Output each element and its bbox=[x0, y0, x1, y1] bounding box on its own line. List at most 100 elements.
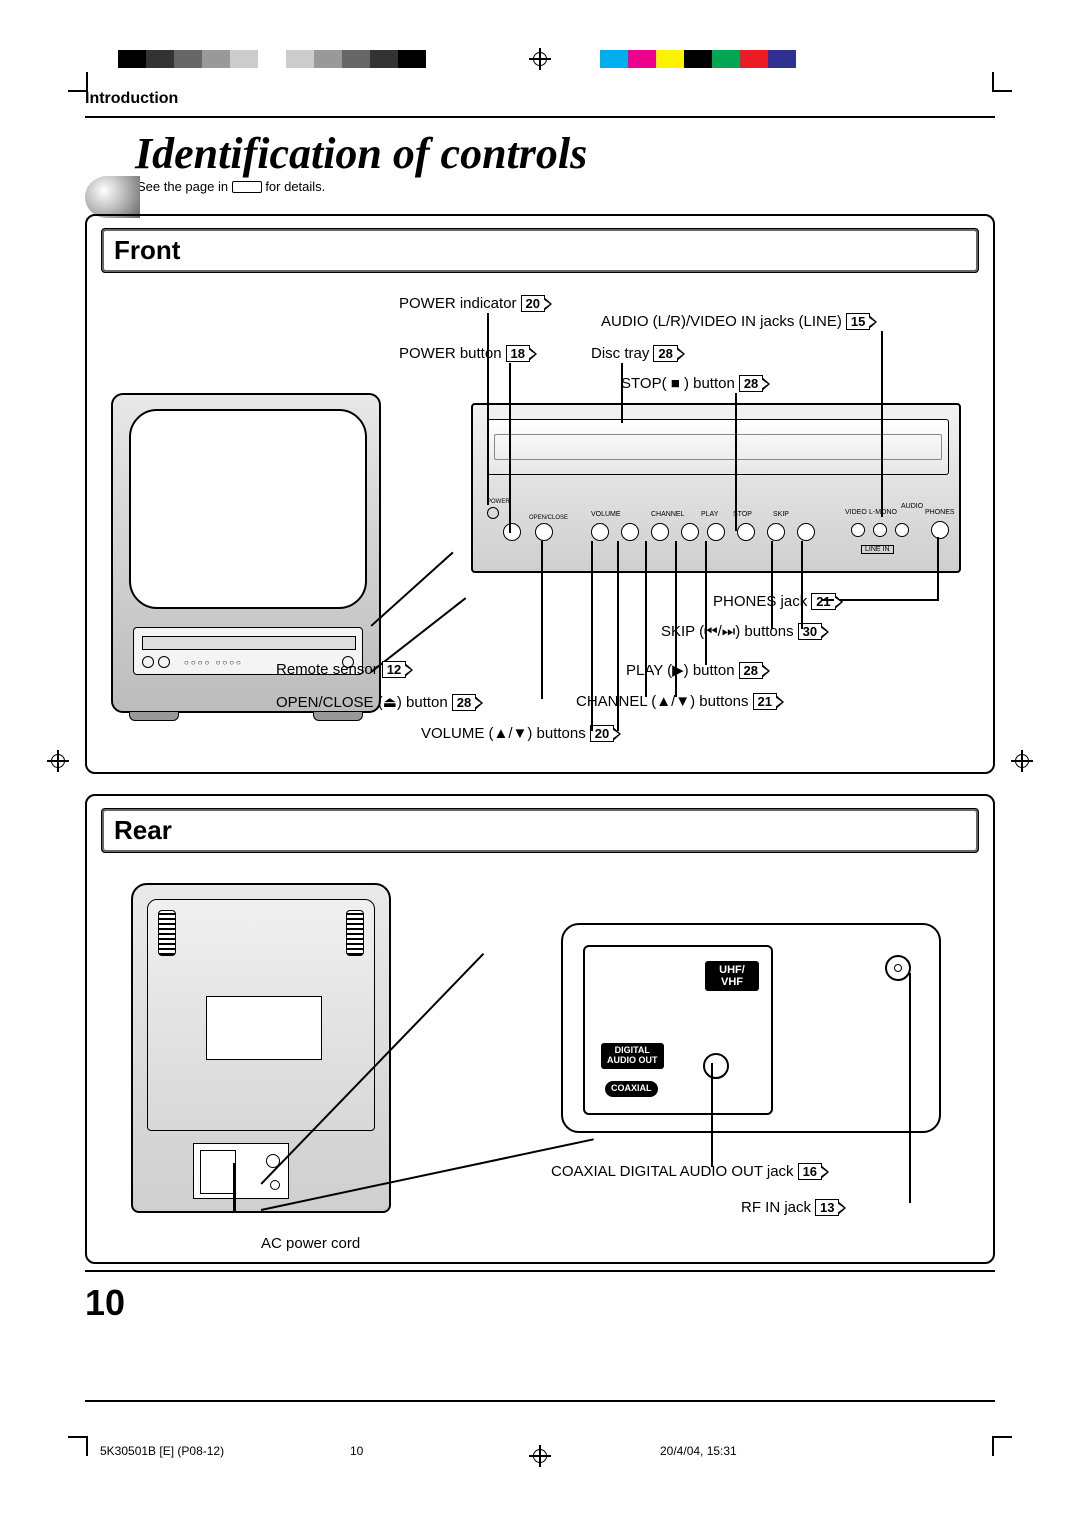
label-phones: PHONES jack21 bbox=[713, 593, 836, 610]
label-disc-tray: Disc tray28 bbox=[591, 345, 678, 362]
tray-groove bbox=[494, 434, 942, 460]
rf-pin bbox=[894, 964, 902, 972]
disc-tray bbox=[487, 419, 949, 475]
leader bbox=[909, 973, 911, 1203]
crop-mark bbox=[992, 1436, 1012, 1438]
btn-power bbox=[503, 523, 521, 541]
rear-jack-area bbox=[193, 1143, 289, 1199]
leader bbox=[541, 541, 543, 699]
lbl-audio: AUDIO bbox=[901, 503, 923, 510]
mini-port bbox=[270, 1180, 280, 1190]
leader bbox=[881, 331, 883, 517]
panel-btn bbox=[621, 523, 639, 541]
jack-audio-l bbox=[873, 523, 887, 537]
front-diagram: ○○○○ ○○○○ POWER OPEN/CLOSE VOLUM bbox=[101, 273, 979, 773]
jack-video bbox=[851, 523, 865, 537]
jack-group: UHF/ VHF DIGITAL AUDIO OUT COAXIAL bbox=[583, 945, 773, 1115]
crop-mark bbox=[992, 90, 1012, 92]
rf-jack bbox=[885, 955, 911, 981]
label-ac-cord: AC power cord bbox=[261, 1235, 360, 1252]
rear-tv-body bbox=[131, 883, 391, 1213]
lbl-digital-audio: DIGITAL AUDIO OUT bbox=[601, 1043, 664, 1069]
leader bbox=[705, 541, 707, 665]
rear-heading: Rear bbox=[104, 811, 976, 850]
panel-btn-label: CHANNEL bbox=[651, 511, 684, 518]
label-volume: VOLUME (▲/▼) buttons20 bbox=[421, 725, 614, 742]
ac-cord bbox=[233, 1163, 236, 1213]
rear-panel: Rear UHF/ VHF bbox=[85, 794, 995, 1264]
registration-mark-right bbox=[1011, 750, 1033, 772]
lbl-phones: PHONES bbox=[925, 509, 955, 516]
leader bbox=[735, 393, 737, 531]
tv-screen bbox=[129, 409, 367, 609]
rear-upper bbox=[147, 899, 375, 1131]
leader bbox=[675, 541, 677, 697]
jack-phones bbox=[931, 521, 949, 539]
panel-btn bbox=[767, 523, 785, 541]
subnote: See the page in for details. bbox=[137, 179, 995, 194]
page-content: Introduction Identification of controls … bbox=[85, 90, 995, 1438]
leader bbox=[771, 541, 773, 629]
registration-mark-bottom bbox=[529, 1445, 551, 1467]
mini-dots: ○○○○ ○○○○ bbox=[184, 658, 243, 667]
label-remote-sensor: Remote sensor12 bbox=[276, 661, 406, 678]
leader bbox=[645, 541, 647, 697]
section-header: Introduction bbox=[85, 90, 995, 108]
rear-label-plate bbox=[206, 996, 322, 1060]
footer-page: 10 bbox=[350, 1444, 363, 1458]
page-number-row: 10 bbox=[85, 1282, 995, 1324]
panel-btn bbox=[591, 523, 609, 541]
label-stop: STOP( ■ ) button28 bbox=[621, 375, 763, 392]
lbl-openclose: OPEN/CLOSE bbox=[529, 515, 568, 521]
lbl-coaxial: COAXIAL bbox=[605, 1081, 658, 1097]
vent bbox=[158, 910, 176, 956]
tv-foot bbox=[129, 711, 179, 721]
title-ornament bbox=[85, 176, 140, 218]
leader bbox=[621, 363, 623, 423]
power-led bbox=[487, 507, 499, 519]
page-number: 10 bbox=[85, 1282, 125, 1323]
lbl-power: POWER bbox=[487, 499, 510, 505]
panel-btn bbox=[797, 523, 815, 541]
panel-btn bbox=[651, 523, 669, 541]
crop-mark bbox=[992, 72, 994, 92]
lbl-video: VIDEO bbox=[845, 509, 867, 516]
subnote-suffix: for details. bbox=[262, 179, 326, 194]
crop-mark bbox=[86, 72, 88, 92]
label-av-in: AUDIO (L/R)/VIDEO IN jacks (LINE)15 bbox=[601, 313, 870, 330]
rear-heading-wrap: Rear bbox=[101, 808, 979, 853]
leader bbox=[591, 541, 593, 731]
tv-foot bbox=[313, 711, 363, 721]
label-coax-out: COAXIAL DIGITAL AUDIO OUT jack16 bbox=[551, 1163, 822, 1180]
colorbar-right bbox=[600, 50, 824, 68]
label-skip: SKIP (⏮/⏭) buttons30 bbox=[661, 623, 822, 640]
registration-mark-top bbox=[529, 48, 551, 70]
vent bbox=[346, 910, 364, 956]
panel-btn bbox=[737, 523, 755, 541]
lbl-linein: LINE IN bbox=[861, 545, 894, 554]
subnote-prefix: See the page in bbox=[137, 179, 232, 194]
footer-docid: 5K30501B [E] (P08-12) bbox=[100, 1444, 224, 1458]
jack-audio-r bbox=[895, 523, 909, 537]
lbl-uhf-vhf: UHF/ VHF bbox=[705, 961, 759, 991]
disc-slot bbox=[142, 636, 356, 650]
panel-btn-label: SKIP bbox=[773, 511, 789, 518]
leader bbox=[617, 541, 619, 731]
rear-jack-panel: UHF/ VHF DIGITAL AUDIO OUT COAXIAL bbox=[561, 923, 941, 1133]
mini-btn bbox=[142, 656, 154, 668]
panel-btn bbox=[681, 523, 699, 541]
rear-diagram: UHF/ VHF DIGITAL AUDIO OUT COAXIAL COAXI… bbox=[101, 853, 979, 1263]
label-openclose: OPEN/CLOSE (⏏) button28 bbox=[276, 693, 476, 711]
leader bbox=[487, 313, 489, 505]
btn-openclose bbox=[535, 523, 553, 541]
panel-btn bbox=[707, 523, 725, 541]
dvd-panel: POWER OPEN/CLOSE VOLUMECHANNELPLAYSTOPSK… bbox=[471, 403, 961, 573]
footer-rule bbox=[85, 1270, 995, 1272]
coax-jack bbox=[703, 1053, 729, 1079]
front-heading-wrap: Front bbox=[101, 228, 979, 273]
leader bbox=[509, 363, 511, 533]
mini-btn bbox=[158, 656, 170, 668]
panel-btn-label: VOLUME bbox=[591, 511, 621, 518]
crop-mark bbox=[992, 1436, 994, 1456]
front-panel: Front ○○○○ ○○○○ bbox=[85, 214, 995, 774]
